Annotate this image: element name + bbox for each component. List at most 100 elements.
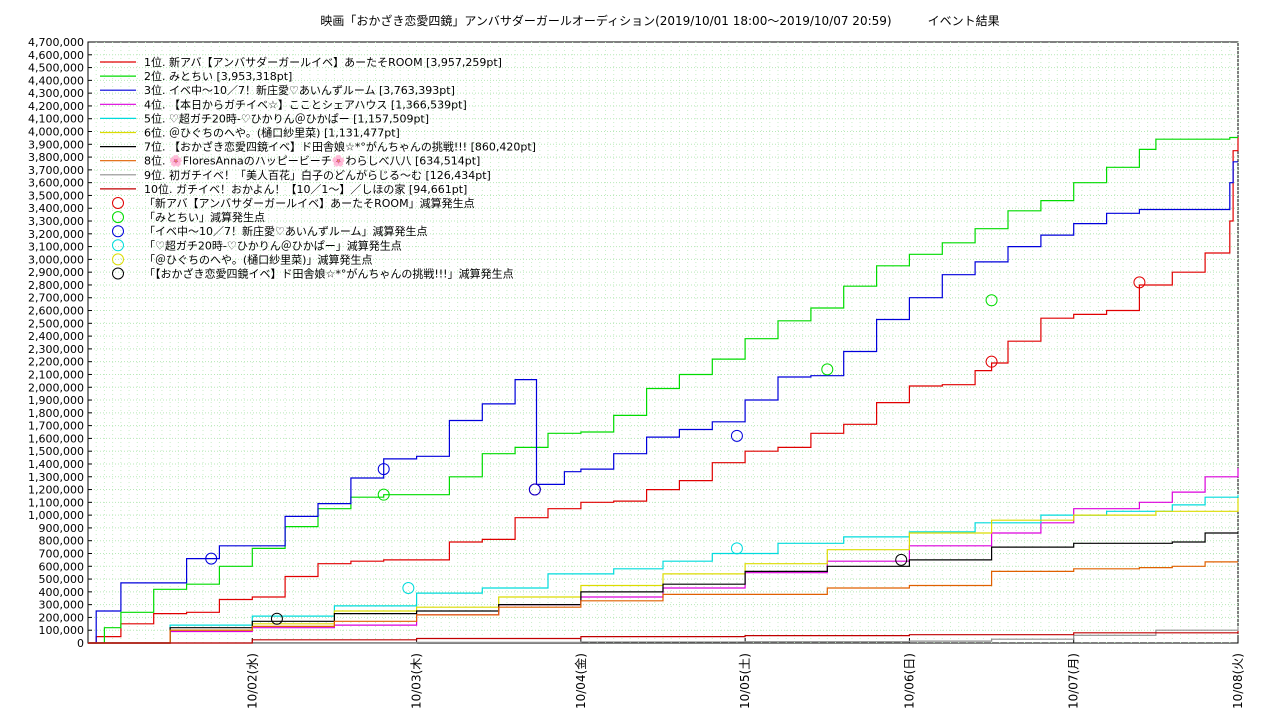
y-tick-label: 700,000 xyxy=(39,547,85,560)
y-tick-label: 3,700,000 xyxy=(28,164,84,177)
legend-label: 8位. 🌸FloresAnnaのハッピービーチ🌸わらしべ八八 [634,514p… xyxy=(144,154,480,168)
legend-marker xyxy=(112,239,124,252)
y-tick-label: 4,700,000 xyxy=(28,36,84,49)
y-tick-label: 1,900,000 xyxy=(28,394,84,407)
series-line xyxy=(88,630,1239,644)
y-tick-label: 2,100,000 xyxy=(28,368,84,381)
x-tick-label: 10/06(日) xyxy=(902,653,916,709)
reduction-marker xyxy=(528,483,541,496)
y-tick-label: 3,600,000 xyxy=(28,177,84,190)
y-tick-label: 600,000 xyxy=(39,560,85,573)
legend-label: 7位. 【おかざき恋愛四鏡イベ】ド田舎娘☆*°がんちゃんの挑戦!!! [860,… xyxy=(144,140,536,154)
y-tick-label: 3,500,000 xyxy=(28,189,84,202)
reduction-marker xyxy=(985,355,998,368)
y-tick-label: 3,900,000 xyxy=(28,138,84,151)
y-tick-label: 1,300,000 xyxy=(28,471,84,484)
y-tick-label: 1,600,000 xyxy=(28,432,84,445)
y-tick-label: 400,000 xyxy=(39,586,85,599)
legend-label: 10位. ガチイベ！おかよん！【10／1～】／しほの家 [94,661pt] xyxy=(144,182,467,196)
y-tick-label: 900,000 xyxy=(39,522,85,535)
y-tick-label: 2,400,000 xyxy=(28,330,84,343)
x-tick-label: 10/07(月) xyxy=(1067,653,1081,709)
legend-marker xyxy=(112,197,124,209)
y-tick-label: 800,000 xyxy=(39,535,85,548)
legend-marker xyxy=(112,225,124,238)
y-tick-label: 1,500,000 xyxy=(28,445,84,458)
legend-label: 4位. 【本日からガチイベ☆】こことシェアハウス [1,366,539pt] xyxy=(144,97,467,111)
y-tick-label: 100,000 xyxy=(39,624,85,637)
y-tick-label: 3,300,000 xyxy=(28,215,84,228)
y-tick-label: 4,300,000 xyxy=(28,87,84,100)
legend-label: 「新アバ【アンバサダーガールイベ】あーたそROOM」減算発生点 xyxy=(144,196,475,210)
series-line xyxy=(88,498,1239,644)
reduction-marker xyxy=(377,488,390,501)
series-lines xyxy=(88,136,1239,644)
y-tick-label: 300,000 xyxy=(39,599,85,612)
legend-label: 3位. イベ中～10／7！新庄愛♡あいんずルーム [3,763,393pt] xyxy=(144,83,455,97)
reduction-markers xyxy=(205,276,1146,625)
y-tick-label: 3,200,000 xyxy=(28,228,84,241)
y-tick-label: 500,000 xyxy=(39,573,85,586)
y-tick-label: 2,700,000 xyxy=(28,292,84,305)
y-tick-label: 1,700,000 xyxy=(28,420,84,433)
reduction-marker xyxy=(730,542,743,555)
legend-label: 5位. ♡超ガチ20時-♡ひかりん＠ひかぱー [1,157,509pt] xyxy=(144,111,429,125)
y-tick-label: 1,400,000 xyxy=(28,458,84,471)
y-tick-label: 3,800,000 xyxy=(28,151,84,164)
reduction-marker xyxy=(821,363,834,376)
y-tick-label: 4,500,000 xyxy=(28,62,84,75)
y-tick-label: 2,800,000 xyxy=(28,279,84,292)
y-tick-label: 1,800,000 xyxy=(28,407,84,420)
legend-label: 「＠ひぐちのへや。(樋口紗里菜)」減算発生点 xyxy=(144,252,372,266)
series-line xyxy=(88,626,1239,644)
x-tick-label: 10/08(火) xyxy=(1231,653,1245,709)
series-line xyxy=(88,561,1238,644)
y-tick-label: 2,200,000 xyxy=(28,356,84,369)
legend-label: 1位. 新アバ【アンバサダーガールイベ】あーたそROOM [3,957,259p… xyxy=(144,55,502,69)
y-tick-label: 3,100,000 xyxy=(28,241,84,254)
y-tick-label: 3,000,000 xyxy=(28,253,84,266)
reduction-marker xyxy=(1133,276,1146,289)
x-tick-label: 10/02(水) xyxy=(245,653,259,709)
y-tick-label: 1,000,000 xyxy=(28,509,84,522)
series-line xyxy=(88,161,1238,644)
x-tick-label: 10/05(土) xyxy=(738,653,752,709)
y-tick-label: 2,900,000 xyxy=(28,266,84,279)
axes: 0100,000200,000300,000400,000500,000600,… xyxy=(28,36,1245,709)
legend-marker xyxy=(112,253,124,266)
legend-label: 「イベ中～10／7！新庄愛♡あいんずルーム」減算発生点 xyxy=(144,224,428,238)
y-tick-label: 0 xyxy=(77,637,84,650)
reduction-marker xyxy=(985,294,998,307)
y-tick-label: 4,600,000 xyxy=(28,49,84,62)
legend-label: 6位. ＠ひぐちのへや。(樋口紗里菜) [1,131,477pt] xyxy=(144,126,400,140)
reduction-marker xyxy=(895,553,908,566)
y-tick-label: 2,000,000 xyxy=(28,381,84,394)
legend: 1位. 新アバ【アンバサダーガールイベ】あーたそROOM [3,957,259p… xyxy=(100,55,536,281)
legend-marker xyxy=(112,267,124,280)
series-line xyxy=(88,136,1238,644)
x-tick-label: 10/03(木) xyxy=(410,653,424,709)
y-tick-label: 2,500,000 xyxy=(28,317,84,330)
chart-title: 映画「おかざき恋愛四鏡」アンバサダーガールオーディション(2019/10/01 … xyxy=(320,13,999,28)
y-tick-label: 1,100,000 xyxy=(28,496,84,509)
reduction-marker xyxy=(730,429,743,442)
y-tick-label: 200,000 xyxy=(39,611,85,624)
series-line xyxy=(88,532,1238,644)
reduction-marker xyxy=(377,463,390,476)
legend-marker xyxy=(112,211,124,224)
reduction-marker xyxy=(205,552,218,565)
reduction-marker xyxy=(270,612,283,625)
y-tick-label: 2,300,000 xyxy=(28,343,84,356)
legend-label: 「♡超ガチ20時-♡ひかりん＠ひかぱー」減算発生点 xyxy=(144,238,402,252)
x-tick-label: 10/04(金) xyxy=(573,653,588,709)
reduction-marker xyxy=(402,582,415,595)
legend-label: 「みとちい」減算発生点 xyxy=(144,210,265,224)
y-tick-label: 1,200,000 xyxy=(28,484,84,497)
legend-label: 「【おかざき恋愛四鏡イベ】ド田舎娘☆*°がんちゃんの挑戦!!!」減算発生点 xyxy=(144,267,514,281)
y-tick-label: 4,200,000 xyxy=(28,100,84,113)
y-tick-label: 4,100,000 xyxy=(28,113,84,126)
y-tick-label: 3,400,000 xyxy=(28,202,84,215)
y-tick-label: 4,000,000 xyxy=(28,126,84,139)
